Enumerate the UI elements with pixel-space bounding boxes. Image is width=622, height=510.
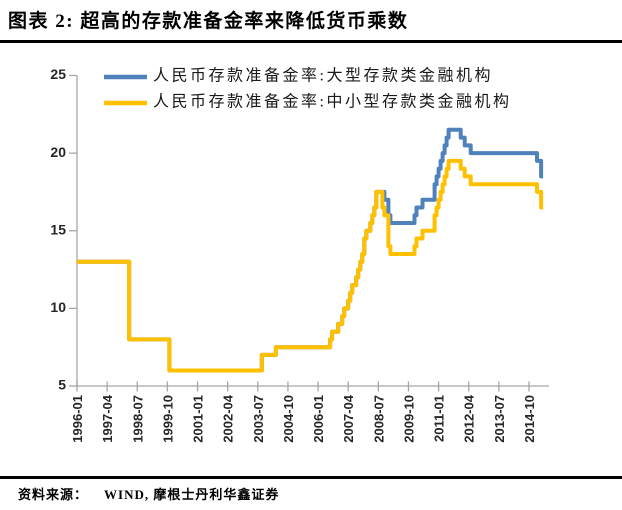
rrr-line-chart: 5 10 15 20 25 1996-01 1997-04 1998-07 1999-10 200… (50, 66, 549, 443)
x-tick-label: 2001-01 (191, 395, 206, 443)
figure-title: 图表 2: 超高的存款准备金率来降低货币乘数 (8, 11, 409, 32)
x-tick-label: 1996-01 (70, 395, 85, 443)
footer-divider (0, 476, 622, 479)
x-tick-label: 2004-10 (281, 395, 296, 443)
y-tick-label: 15 (50, 221, 66, 237)
x-tick-label: 2008-07 (371, 395, 386, 443)
x-tick-label: 2003-07 (251, 395, 266, 443)
x-tick-label: 1997-04 (100, 394, 115, 442)
y-tick-label: 25 (50, 66, 66, 82)
source-value: WIND, 摩根士丹利华鑫证券 (104, 487, 280, 502)
series-line-large-institutions (77, 127, 544, 373)
x-tick-label: 2012-04 (462, 394, 477, 442)
x-tick-label: 2011-01 (432, 395, 447, 442)
x-tick-label: 2006-01 (311, 395, 326, 443)
title-divider (0, 40, 622, 43)
legend-label: 人民币存款准备金率:中小型存款类金融机构 (153, 93, 511, 111)
source-label: 资料来源： (18, 487, 89, 502)
legend-label: 人民币存款准备金率:大型存款类金融机构 (153, 67, 493, 85)
y-tick-label: 5 (58, 377, 66, 393)
x-tick-label: 1999-10 (160, 395, 175, 443)
x-tick-label: 2007-04 (341, 394, 356, 442)
y-tick-label: 10 (50, 299, 66, 315)
x-tick-label: 1998-07 (130, 395, 145, 443)
x-tick-label: 2013-07 (492, 395, 507, 443)
source-note: 资料来源： WIND, 摩根士丹利华鑫证券 (18, 484, 279, 503)
y-tick-label: 20 (50, 144, 66, 160)
x-tick-label: 2002-04 (221, 394, 236, 442)
x-tick-label: 2014-10 (522, 395, 537, 443)
series-line-small-medium-institutions (77, 158, 544, 373)
x-tick-label: 2009-10 (401, 395, 416, 443)
